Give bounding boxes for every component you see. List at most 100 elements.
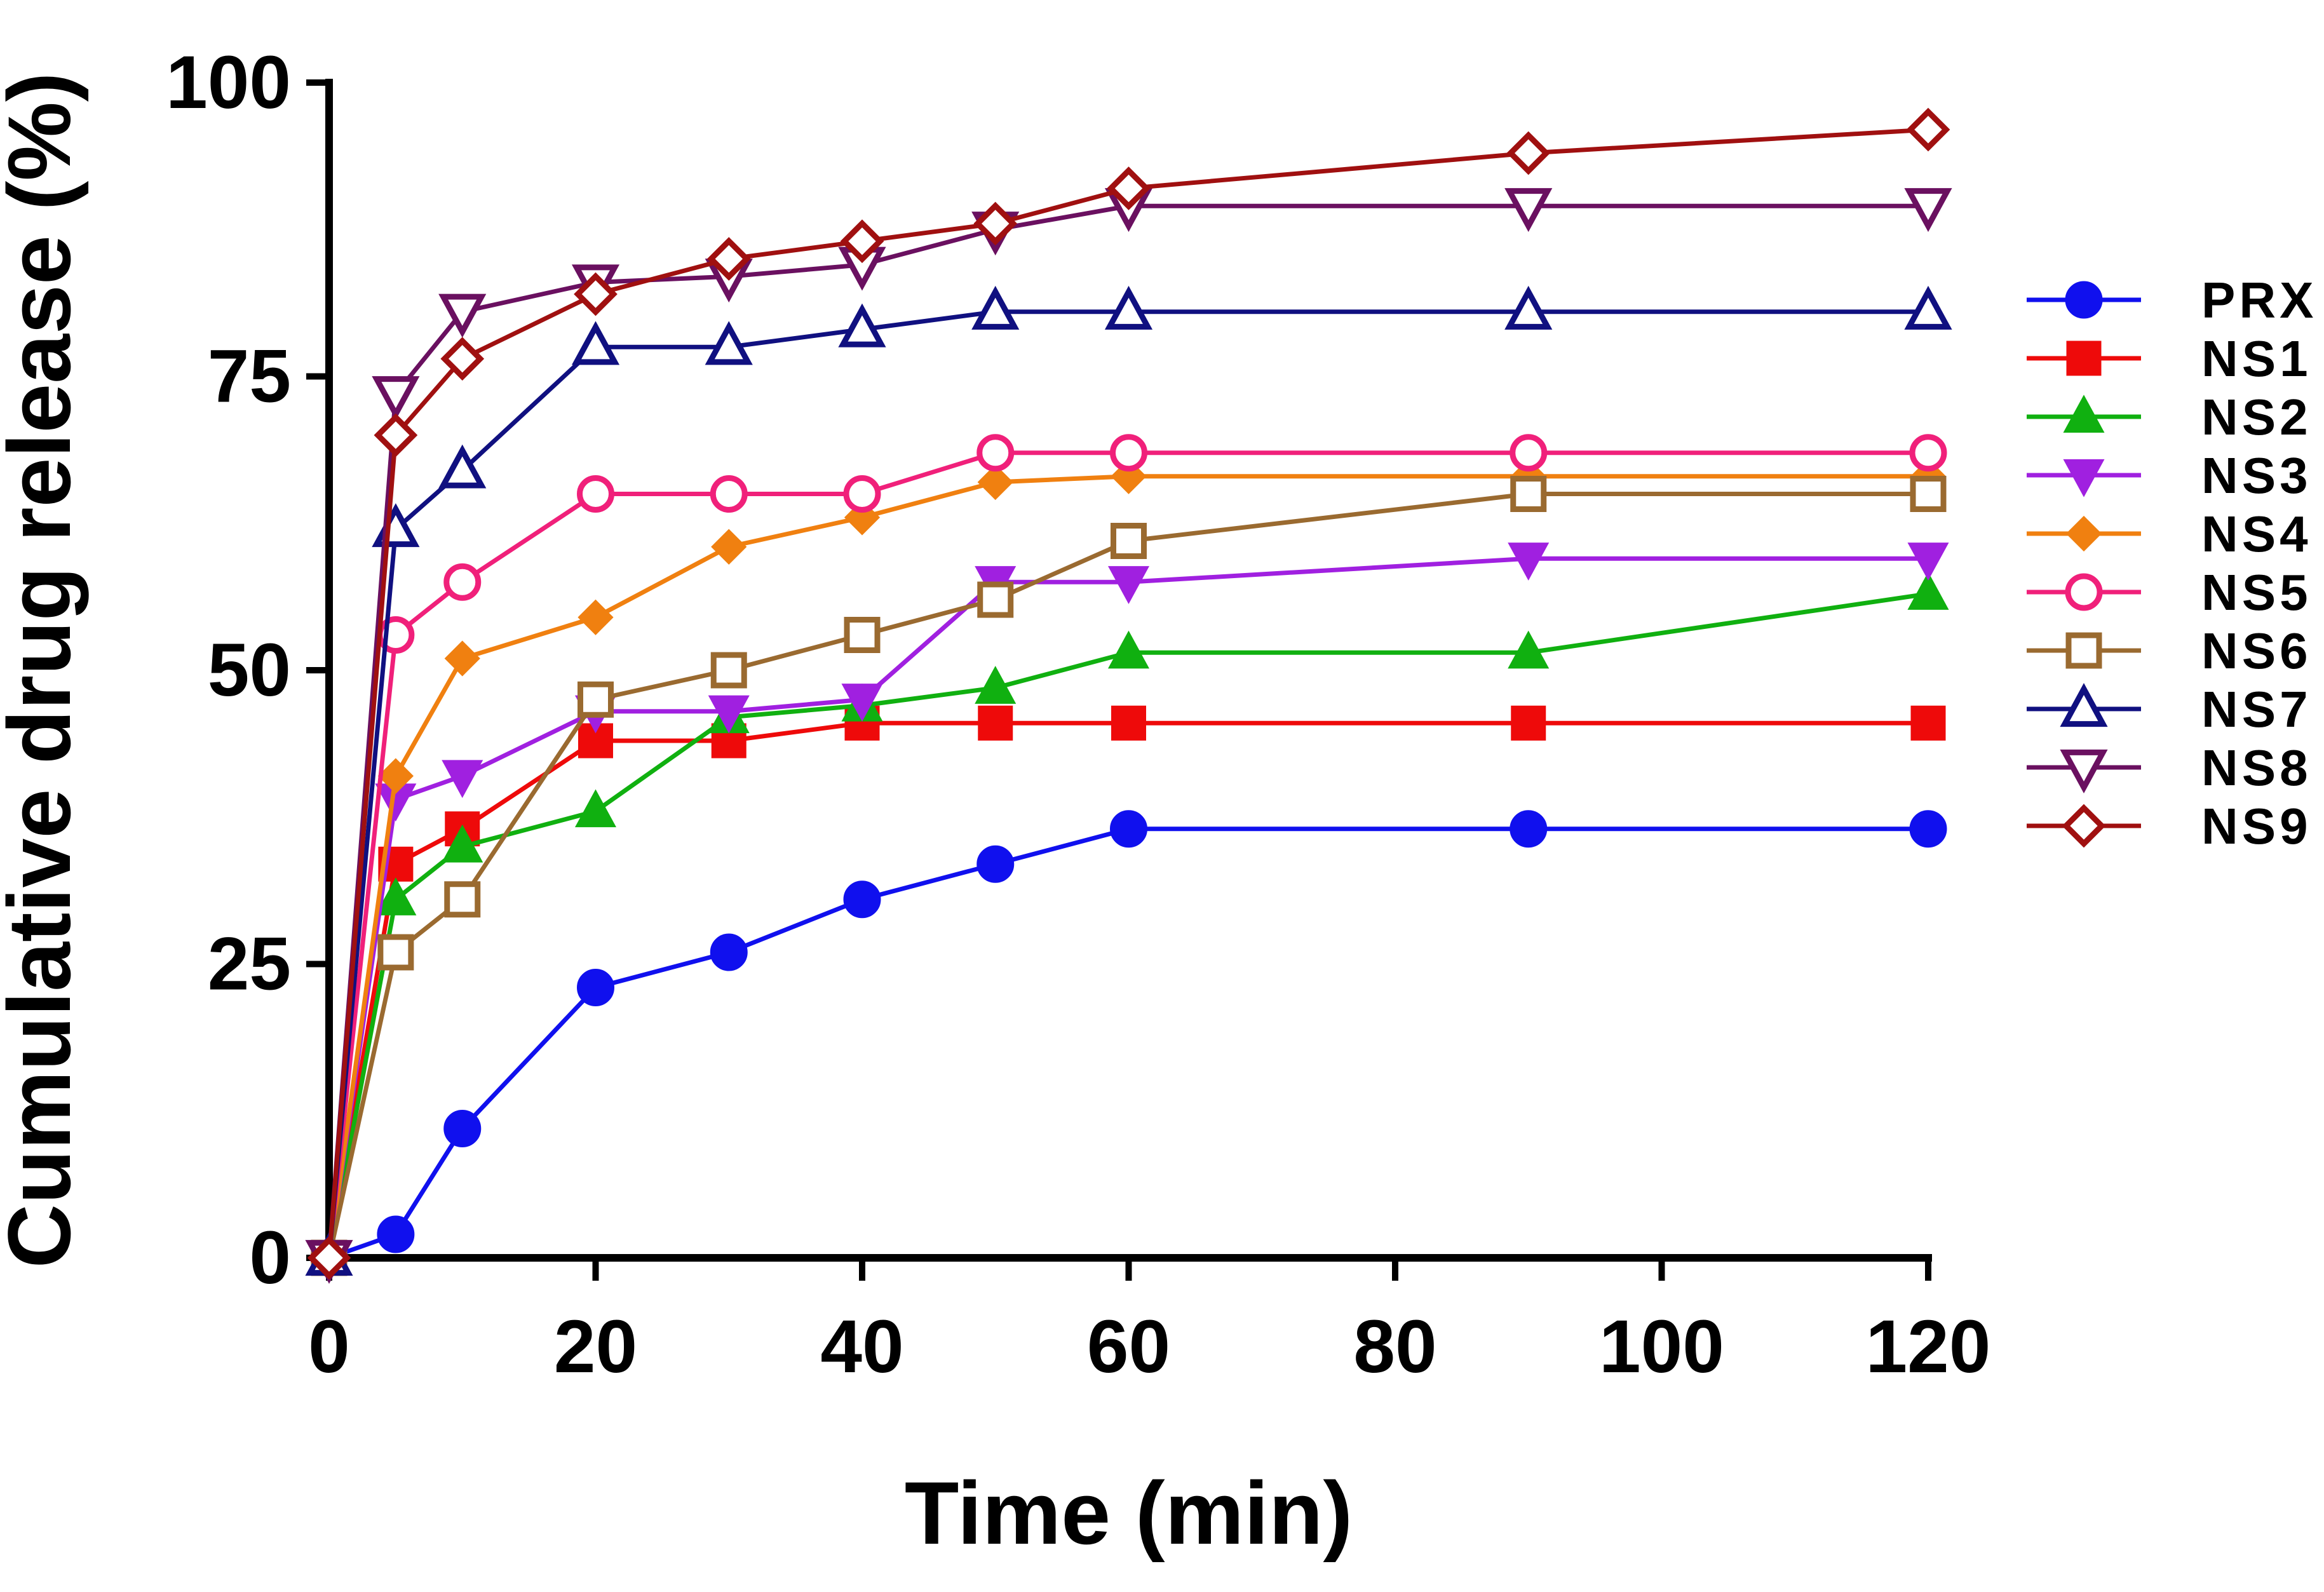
x-axis-title: Time (min)	[905, 1463, 1353, 1563]
data-point	[973, 201, 1018, 246]
data-point	[1510, 434, 1548, 472]
series-line	[327, 127, 1929, 1258]
series-prx	[310, 810, 1947, 1277]
x-tick-label: 40	[820, 1305, 903, 1389]
data-point	[710, 475, 748, 513]
x-tick-label: 20	[554, 1305, 637, 1389]
legend-marker	[2060, 749, 2108, 793]
y-axis-title: Cumulative drug release (%)	[0, 72, 89, 1269]
axes: 0 25 50 75 100 0 20 40 60 80 100 120	[166, 41, 1990, 1389]
data-point	[710, 652, 747, 689]
data-point	[711, 529, 747, 565]
data-point	[1104, 285, 1153, 330]
x-tick-label: 60	[1087, 1305, 1170, 1389]
data-point	[377, 934, 414, 971]
data-point	[375, 877, 417, 915]
legend-label: NS5	[2201, 564, 2312, 621]
data-point	[1508, 543, 1550, 581]
series-line	[327, 450, 1928, 1258]
data-point	[706, 237, 751, 281]
legend-item: NS3	[2027, 447, 2312, 504]
data-point	[844, 617, 881, 653]
series-line	[327, 591, 1929, 1258]
legend-item: NS5	[2027, 564, 2312, 621]
data-point	[442, 760, 483, 799]
data-point	[977, 464, 1013, 501]
x-tick-label: 100	[1599, 1305, 1724, 1389]
data-point	[307, 1236, 351, 1280]
data-point	[843, 880, 881, 919]
y-tick-label: 100	[166, 41, 291, 125]
data-point	[1107, 566, 1150, 604]
data-point	[1910, 705, 1946, 741]
data-point	[577, 475, 614, 513]
data-point	[705, 321, 753, 365]
legend-marker	[2063, 395, 2105, 433]
data-point	[840, 219, 884, 264]
legend-label: NS4	[2201, 506, 2312, 562]
data-point	[976, 845, 1015, 883]
data-point	[978, 705, 1013, 741]
data-point	[438, 293, 487, 338]
data-point	[1910, 476, 1947, 512]
legend-item: NS1	[2027, 330, 2308, 387]
data-point	[438, 444, 487, 489]
data-point	[444, 881, 481, 918]
x-tick-label: 80	[1353, 1305, 1436, 1389]
legend-label: NS6	[2201, 623, 2312, 679]
legend-label: NS2	[2201, 389, 2312, 445]
data-point	[444, 640, 480, 677]
data-point	[577, 969, 614, 1006]
data-point	[1504, 285, 1553, 330]
data-point	[1907, 543, 1949, 581]
legend-label: NS7	[2201, 681, 2312, 738]
data-point	[838, 303, 886, 347]
legend-marker	[2066, 341, 2102, 376]
series-line	[327, 474, 1928, 1258]
y-tick-label: 0	[249, 1216, 291, 1300]
y-tick-label: 75	[208, 335, 291, 419]
legend-marker	[2065, 573, 2103, 611]
legend-item: NS6	[2027, 623, 2312, 679]
legend-item: PRX	[2027, 272, 2314, 328]
series-line	[327, 309, 1928, 1258]
data-point	[574, 789, 617, 828]
series-ns2	[308, 572, 1949, 1274]
data-point	[1508, 630, 1550, 669]
data-point	[1904, 188, 1952, 233]
legend-marker	[2060, 683, 2108, 727]
data-point	[1907, 572, 1949, 610]
data-point	[1111, 523, 1147, 559]
legend-label: NS9	[2201, 798, 2312, 854]
legend-label: NS8	[2201, 739, 2312, 796]
data-point	[710, 933, 748, 971]
data-point	[977, 581, 1014, 618]
data-point	[442, 824, 483, 863]
data-point	[971, 285, 1020, 330]
data-point	[843, 475, 881, 513]
series-ns5	[310, 434, 1947, 1277]
series-layer	[305, 107, 1952, 1284]
y-tick-label: 25	[208, 922, 291, 1006]
legend-item: NS7	[2027, 681, 2312, 738]
data-point	[1107, 630, 1150, 669]
data-point	[377, 758, 414, 794]
data-point	[976, 434, 1015, 472]
data-point	[1110, 434, 1147, 472]
data-point	[1909, 810, 1947, 848]
data-point	[1504, 188, 1553, 233]
data-point	[1506, 131, 1551, 175]
data-point	[975, 666, 1017, 704]
series-line	[327, 203, 1928, 1258]
data-point	[574, 272, 618, 316]
series-line	[327, 556, 1928, 1258]
data-point	[1107, 166, 1151, 210]
data-point	[1904, 285, 1952, 330]
series-line	[328, 826, 1928, 1260]
data-point	[571, 321, 620, 365]
series-ns9	[307, 107, 1950, 1280]
x-tick-label: 0	[308, 1305, 350, 1389]
legend-label: NS3	[2201, 447, 2312, 504]
